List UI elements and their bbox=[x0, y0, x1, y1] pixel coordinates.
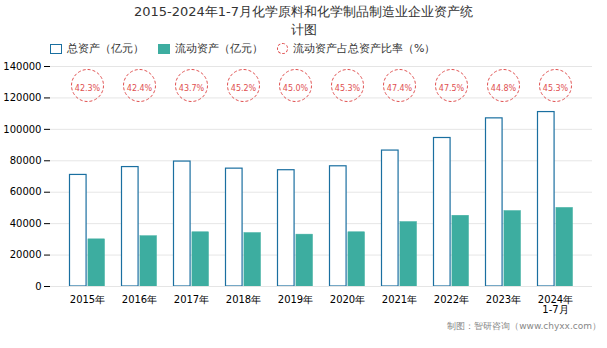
svg-text:45.0%: 45.0% bbox=[283, 84, 309, 93]
svg-text:42.3%: 42.3% bbox=[75, 84, 101, 93]
svg-text:2020年: 2020年 bbox=[330, 294, 365, 305]
svg-text:60000: 60000 bbox=[10, 187, 42, 198]
svg-text:0: 0 bbox=[35, 281, 41, 292]
html-text:流动资产占总资产比率（%）: 流动资产占总资产比率（%） bbox=[293, 42, 436, 56]
html-text:总资产（亿元）: 总资产（亿元） bbox=[67, 42, 144, 56]
svg-text:43.7%: 43.7% bbox=[179, 84, 205, 93]
svg-text:45.2%: 45.2% bbox=[231, 84, 257, 93]
svg-text:2024年1-7月: 2024年1-7月 bbox=[538, 294, 573, 315]
svg-text:2019年: 2019年 bbox=[278, 294, 313, 305]
svg-text:140000: 140000 bbox=[3, 61, 41, 72]
svg-text:2015年: 2015年 bbox=[70, 294, 105, 305]
svg-text:120000: 120000 bbox=[3, 92, 41, 103]
svg-text:2018年: 2018年 bbox=[226, 294, 261, 305]
svg-text:2016年: 2016年 bbox=[122, 294, 157, 305]
svg-text:44.8%: 44.8% bbox=[491, 84, 517, 93]
svg-text:47.5%: 47.5% bbox=[439, 84, 465, 93]
svg-text:47.4%: 47.4% bbox=[387, 84, 413, 93]
svg-text:2023年: 2023年 bbox=[486, 294, 521, 305]
svg-text:45.3%: 45.3% bbox=[543, 84, 569, 93]
html-text:2015-2024年1-7月化学原料和化学制品制造业企业资产: 2015-2024年1-7月化学原料和化学制品制造业企业资产统 计图 bbox=[134, 4, 473, 37]
svg-text:2022年: 2022年 bbox=[434, 294, 469, 305]
svg-text:80000: 80000 bbox=[10, 155, 42, 166]
svg-text:45.3%: 45.3% bbox=[335, 84, 361, 93]
svg-text:40000: 40000 bbox=[10, 218, 42, 229]
html-text:制图：智研咨询（www.chyxx.com）: 制图：智研咨询（www.chyxx.com） bbox=[447, 321, 601, 332]
svg-text:100000: 100000 bbox=[3, 124, 41, 135]
html-text:流动资产（亿元）: 流动资产（亿元） bbox=[175, 42, 263, 56]
svg-text:2021年: 2021年 bbox=[382, 294, 417, 305]
svg-text:20000: 20000 bbox=[10, 249, 42, 260]
svg-text:42.4%: 42.4% bbox=[127, 84, 153, 93]
svg-text:2017年: 2017年 bbox=[174, 294, 209, 305]
